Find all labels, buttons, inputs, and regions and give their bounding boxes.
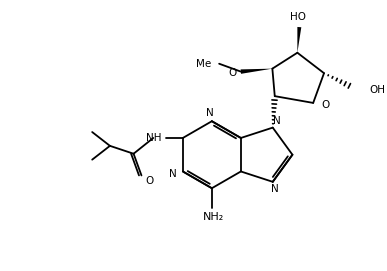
Text: NH₂: NH₂ [203, 212, 224, 222]
Text: O: O [145, 176, 154, 186]
Text: NH: NH [146, 133, 161, 143]
Text: HO: HO [290, 12, 307, 22]
Polygon shape [297, 27, 301, 53]
Text: Me: Me [196, 59, 211, 69]
Text: O: O [229, 67, 237, 78]
Polygon shape [241, 69, 272, 74]
Text: OH: OH [369, 85, 385, 95]
Text: N: N [206, 108, 214, 118]
Text: N: N [169, 169, 177, 179]
Text: N: N [271, 184, 279, 194]
Text: O: O [321, 100, 329, 110]
Text: N: N [273, 116, 281, 126]
